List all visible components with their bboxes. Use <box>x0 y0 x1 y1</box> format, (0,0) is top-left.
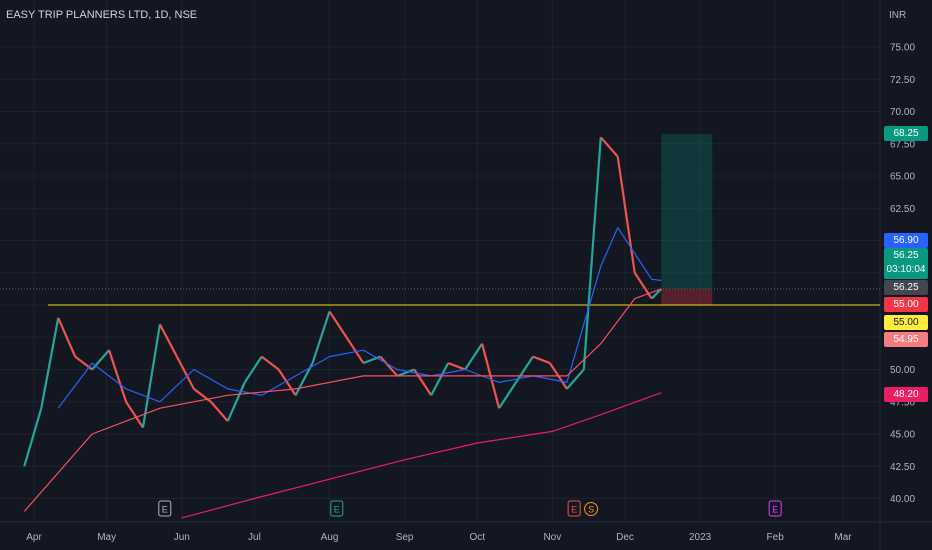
currency-label: INR <box>889 10 907 21</box>
x-tick-label-6: Oct <box>469 532 485 543</box>
price-segment-2 <box>40 317 60 409</box>
price-segment-33 <box>566 368 585 390</box>
x-tick-label-1: May <box>97 532 116 543</box>
support-yellow-price-tag: 55.00 <box>884 315 928 330</box>
price-segment-27 <box>464 343 484 371</box>
price-segment-6 <box>108 349 128 403</box>
x-tick-label-0: Apr <box>26 532 42 543</box>
price-segment-18 <box>311 311 331 364</box>
price-segment-14 <box>243 355 263 384</box>
price-segment-16 <box>277 368 297 396</box>
price-segment-23 <box>396 368 415 377</box>
ma-mid-price-tag: 56.25 <box>884 280 928 295</box>
price-segment-37 <box>633 272 653 300</box>
x-tick-label-8: Dec <box>616 532 634 543</box>
x-tick-label-10: Feb <box>767 532 785 543</box>
event-split-marker-3 <box>584 502 599 516</box>
x-tick-label-5: Sep <box>396 532 414 543</box>
event-earnings-marker-0 <box>158 500 172 517</box>
y-tick-label-13: 42.50 <box>890 462 915 473</box>
price-segment-9 <box>158 323 178 358</box>
price-segment-22 <box>379 355 399 377</box>
y-tick-label-12: 45.00 <box>890 430 915 441</box>
chart-lines <box>23 136 663 519</box>
price-segment-21 <box>363 355 381 365</box>
y-tick-label-1: 72.50 <box>890 75 915 86</box>
price-segment-35 <box>599 136 619 158</box>
ma-fast-price-tag: 56.90 <box>884 233 928 248</box>
ma-line-2 <box>181 392 662 519</box>
price-segment-4 <box>74 355 93 371</box>
price-segment-1 <box>23 407 43 467</box>
ma-line-1 <box>23 288 662 512</box>
y-tick-label-5: 62.50 <box>890 204 915 215</box>
last-price-tag: 56.25 03:10:04 <box>884 248 928 279</box>
position-zones <box>661 134 713 306</box>
price-segment-12 <box>209 401 229 422</box>
event-label-2: E <box>571 505 577 515</box>
y-tick-label-0: 75.00 <box>890 43 915 54</box>
price-segment-20 <box>345 336 365 364</box>
price-segment-31 <box>532 355 551 365</box>
y-tick-label-3: 67.50 <box>890 139 915 150</box>
event-label-1: E <box>334 505 340 515</box>
y-tick-label-10: 50.00 <box>890 365 915 376</box>
event-earnings-marker-1 <box>330 500 344 517</box>
price-segment-15 <box>261 355 280 371</box>
y-tick-label-11: 47.50 <box>890 397 915 408</box>
event-label-3: S <box>588 505 594 515</box>
price-segment-5 <box>91 349 110 371</box>
price-segment-25 <box>430 362 450 396</box>
support-red-price-tag: 55.00 <box>884 297 928 312</box>
support-line <box>0 288 880 306</box>
x-tick-label-7: Nov <box>543 532 561 543</box>
price-segment-7 <box>125 401 144 429</box>
y-tick-label-2: 70.00 <box>890 107 915 118</box>
price-segment-36 <box>616 156 636 273</box>
y-tick-label-14: 40.00 <box>890 494 915 505</box>
price-segment-34 <box>582 137 602 370</box>
price-segment-8 <box>141 324 162 428</box>
price-segment-3 <box>57 317 77 358</box>
price-segment-10 <box>175 356 195 390</box>
y-tick-label-4: 65.00 <box>890 172 915 183</box>
price-segment-19 <box>328 310 348 338</box>
x-tick-label-3: Jul <box>248 532 261 543</box>
chart-title: EASY TRIP PLANNERS LTD, 1D, NSE <box>6 9 198 21</box>
ma-line-0 <box>57 227 662 409</box>
x-tick-label-11: Mar <box>834 532 852 543</box>
loss-zone <box>661 288 713 306</box>
event-earnings-marker-2 <box>567 500 581 517</box>
event-label-4: E <box>772 505 778 515</box>
x-tick-label-2: Jun <box>174 532 190 543</box>
target-price-tag: 68.25 <box>884 126 928 141</box>
price-segment-29 <box>498 381 517 409</box>
ma-slow-price-tag: 48.20 <box>884 387 928 402</box>
profit-zone <box>661 134 713 289</box>
event-label-0: E <box>162 505 168 515</box>
price-segment-13 <box>226 381 246 422</box>
x-tick-label-4: Aug <box>321 532 339 543</box>
price-segment-26 <box>447 362 466 371</box>
event-earnings-marker-4 <box>768 500 782 517</box>
price-segment-38 <box>650 288 663 300</box>
x-axis: Apr May Jun Jul Aug Sep Oct Nov Dec 2023 Feb Mar <box>26 532 852 543</box>
x-tick-label-9: 2023 <box>689 532 712 543</box>
stop-price-tag: 54.95 <box>884 332 928 347</box>
